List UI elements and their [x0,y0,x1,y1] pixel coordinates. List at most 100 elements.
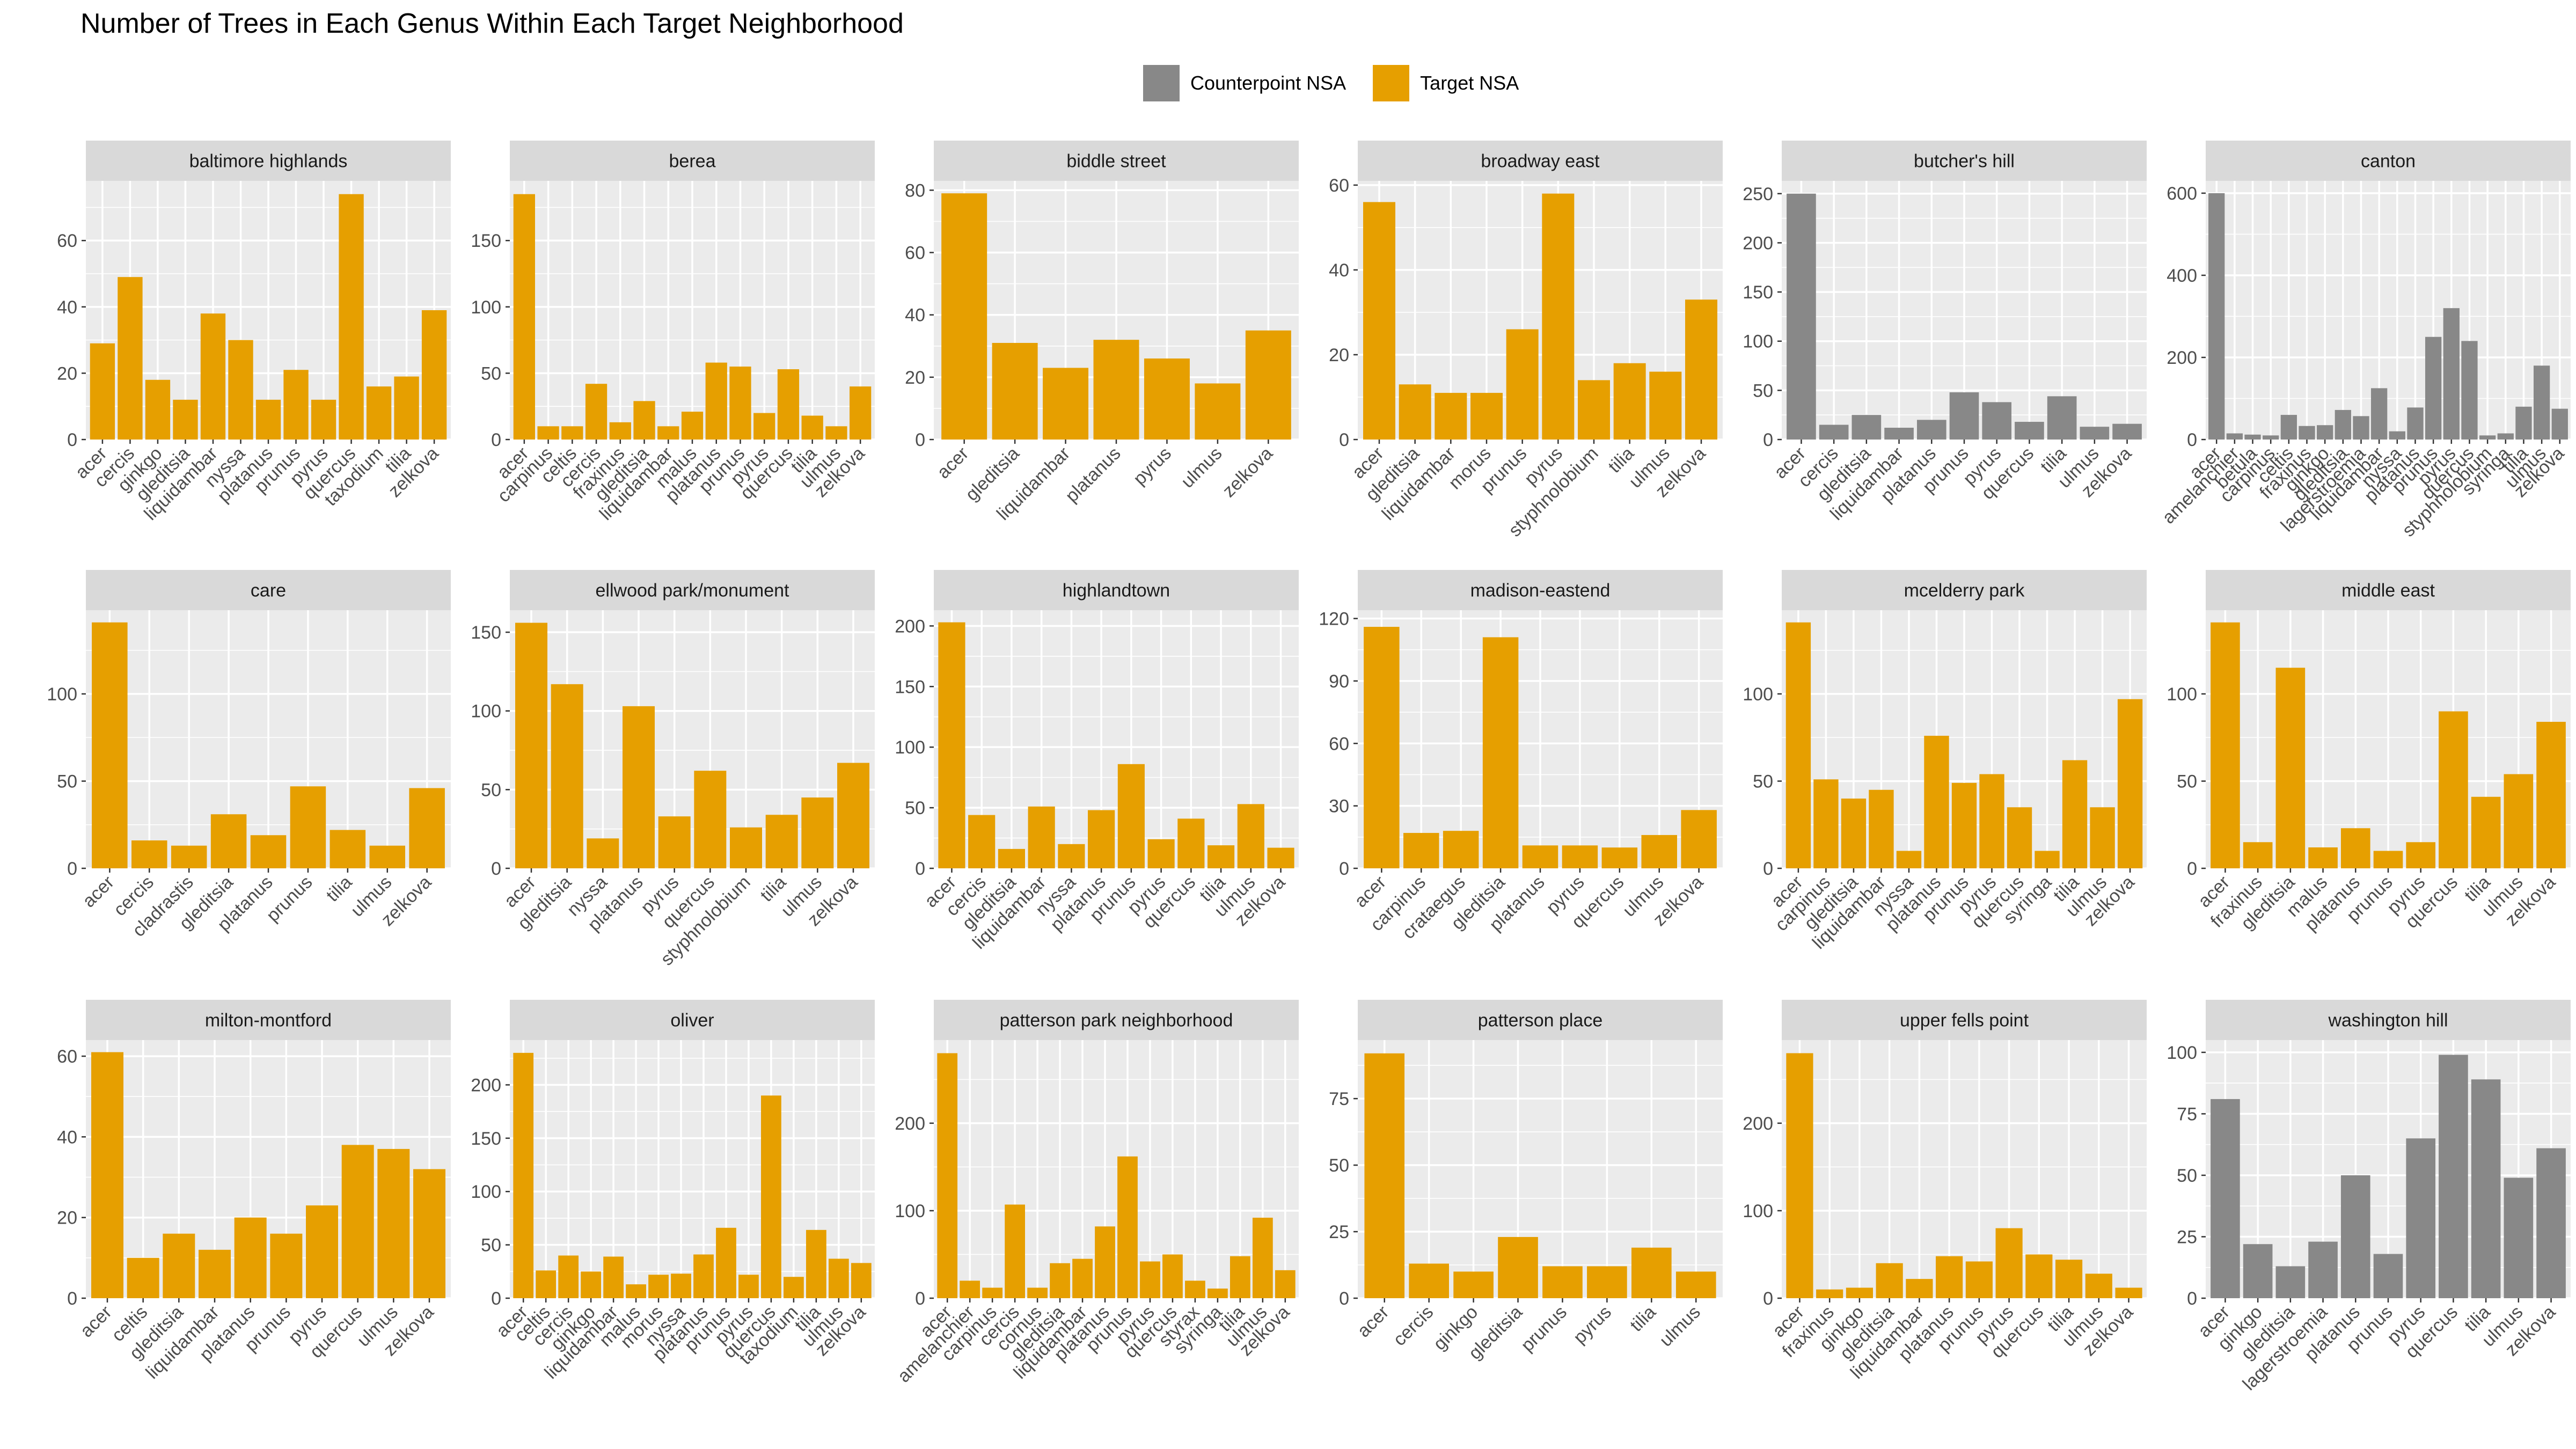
bar-styrax [1185,1280,1205,1298]
bar-liquidambar [1435,393,1467,440]
bar-quercus [2439,1055,2468,1298]
facet-strip-label: care [251,581,286,601]
y-tick-label: 100 [1743,1201,1773,1221]
bar-gleditsia [1851,415,1882,440]
facet-strip [1358,1000,1723,1040]
bar-quercus [694,771,727,868]
bar-platanus [2340,1175,2370,1298]
bar-prunus [1117,1156,1138,1298]
y-tick-label: 30 [1329,796,1349,817]
bar-acer [513,194,535,440]
bar-platanus [1916,420,1946,440]
bar-ginkgo [145,379,171,440]
facet-strip [86,570,451,610]
chart-title: Number of Trees in Each Genus Within Eac… [80,8,904,39]
y-tick-label: 200 [895,616,925,636]
y-tick-label: 20 [57,363,77,384]
bar-prunus [1949,392,1979,440]
y-tick-label: 50 [2177,1166,2197,1186]
bar-nyssa [1058,844,1085,868]
bar-gleditsia [173,399,198,440]
bar-acer [90,343,115,440]
y-tick-label: 50 [481,1235,501,1256]
bar-gleditsia [1482,637,1519,868]
y-tick-label: 50 [2177,772,2197,792]
bar-lagerstroemia [2308,1241,2338,1298]
bar-zelkova [421,310,447,440]
bar-liquidambar [1043,368,1089,440]
facet-strip-label: middle east [2341,581,2435,601]
y-tick-label: 200 [471,1075,501,1095]
bar-acer [1364,1053,1405,1298]
bar-lagerstroemia [2353,416,2369,440]
bar-cercis [1819,425,1849,440]
bar-celtis [127,1257,159,1298]
bar-prunus [1506,329,1539,440]
bar-acer [2208,193,2225,440]
facet-strip [2206,570,2571,610]
bar-zelkova [1685,299,1717,440]
bar-liquidambar [657,426,679,440]
facet-panel [2206,181,2571,440]
bar-prunus [2425,336,2442,440]
bar-tilia [1613,363,1646,440]
bar-cercis [968,815,996,868]
y-tick-label: 40 [57,297,77,318]
bar-tilia [1208,845,1235,868]
y-tick-label: 60 [905,243,925,264]
bar-pyrus [2406,1138,2436,1298]
y-tick-label: 100 [1743,684,1773,705]
bar-tilia [394,376,419,440]
bar-quercus [1162,1254,1183,1298]
facet-broadway-east: broadway east0204060acergleditsialiquida… [1329,141,1723,541]
bar-ginkgo [1846,1287,1873,1298]
y-tick-label: 20 [905,368,925,388]
y-tick-label: 100 [1743,332,1773,352]
bar-tilia [330,830,366,868]
bar-zelkova [2536,722,2566,868]
bar-quercus [777,369,800,440]
y-tick-label: 200 [2167,348,2197,368]
y-tick-label: 0 [2187,1289,2197,1309]
y-tick-label: 0 [1763,859,1773,879]
x-tick-label: zelkova [1219,443,1277,501]
bar-tilia [2047,396,2077,440]
bar-cladrastis [171,845,207,868]
y-tick-label: 50 [1753,380,1773,401]
facet-baltimore-highlands: baltimore highlands0204060acercercisgink… [57,141,451,524]
y-tick-label: 120 [1319,609,1349,630]
bar-quercus [341,1145,374,1298]
bar-liquidambar [199,1249,231,1298]
bar-acer [1785,622,1811,868]
bar-liquidambar [2371,388,2388,440]
bar-ulmus [2090,807,2115,868]
y-tick-label: 0 [1763,1289,1773,1309]
y-tick-label: 100 [2167,1043,2197,1063]
y-tick-label: 0 [915,1289,925,1309]
y-tick-label: 75 [2177,1104,2197,1124]
bar-nyssa [1896,851,1922,868]
facet-mcelderry-park: mcelderry park050100acercarpinusgleditsi… [1743,570,2147,953]
x-tick-label: tilia [323,872,356,906]
bar-prunus [2373,851,2403,868]
facet-strip-label: mcelderry park [1904,581,2025,601]
bar-cercis [131,840,167,868]
bar-cercis [585,384,608,440]
bar-gleditsia [163,1233,195,1298]
bar-zelkova [2115,1287,2142,1298]
legend-item-counterpoint: Counterpoint NSA [1143,65,1346,101]
bar-styphnolobium [2479,435,2496,440]
y-tick-label: 100 [2167,684,2197,705]
y-tick-label: 200 [1743,233,1773,253]
bar-pyrus [1995,1228,2023,1298]
bar-acer [938,622,965,868]
facet-strip-label: butcher's hill [1914,151,2015,172]
facet-strip [1358,570,1723,610]
bar-platanus [1088,810,1115,868]
bar-prunus [1951,782,1977,868]
bar-ulmus [801,797,834,868]
x-tick-label: acer [1353,1302,1393,1342]
facet-strip [1782,141,2147,181]
bar-zelkova [1275,1270,1296,1298]
